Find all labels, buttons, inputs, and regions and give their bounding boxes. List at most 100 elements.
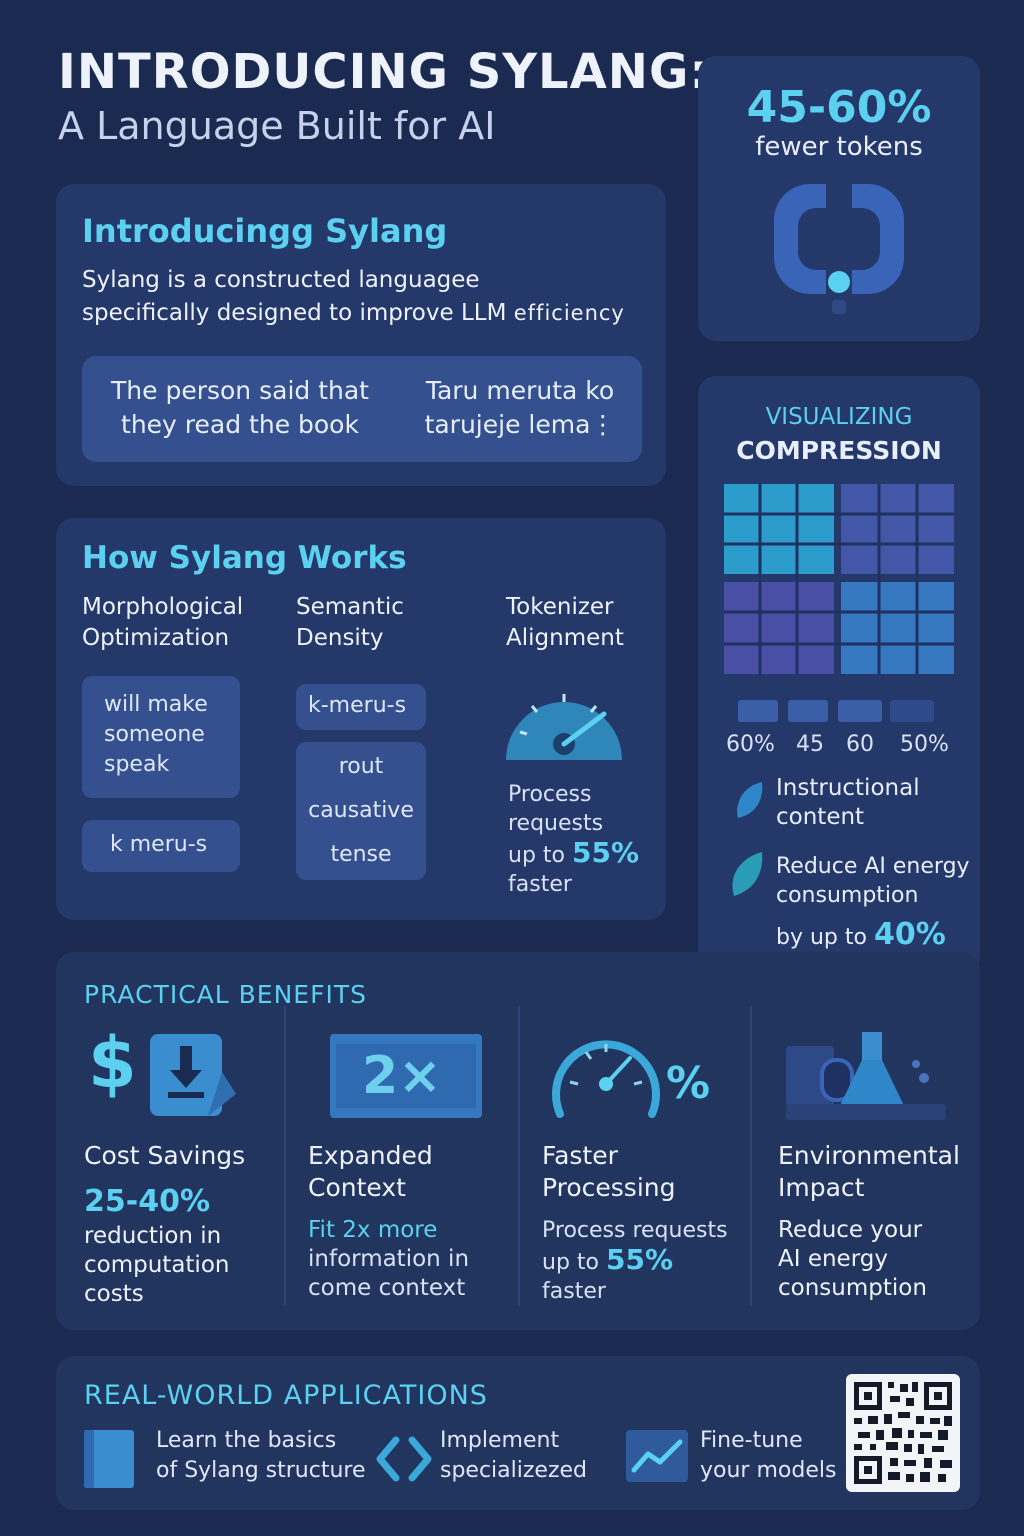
morphological-example-chip: will make someone speak	[82, 676, 240, 798]
compression-grid-graphic	[724, 484, 954, 674]
morphological-title: Morphological Optimization	[82, 592, 243, 654]
environment-title-line2: Impact	[778, 1173, 865, 1202]
percent-icon: %	[666, 1058, 711, 1109]
cost-value: 25-40%	[84, 1184, 211, 1219]
faster-title-line2: Processing	[542, 1173, 676, 1202]
leaf-icon	[737, 782, 763, 818]
application-fine-tune: Fine-tune your models	[700, 1426, 836, 1486]
compression-pct-2: 45	[796, 732, 824, 757]
intro-description: Sylang is a constructed languagee specif…	[82, 264, 652, 330]
context-desc-line1: Fit 2x more	[308, 1217, 438, 1243]
benefit-faster: % Faster Processing Process requests up …	[520, 952, 752, 1330]
tokenizer-description: Process requests up to 55% faster	[508, 780, 639, 899]
token-reduction-label: fewer tokens	[755, 132, 923, 162]
intro-desc-word: efficiency	[513, 301, 625, 325]
tokenizer-desc-line4: faster	[508, 872, 572, 897]
how-it-works-panel: How Sylang Works Morphological Optimizat…	[56, 518, 666, 920]
faster-desc-line1: Process requests	[542, 1218, 728, 1243]
benefit-cost: $ Cost Savings 25-40% reduction in compu…	[56, 952, 286, 1330]
token-reduction-panel: 45-60% fewer tokens	[698, 56, 980, 341]
compression-bracket-icon	[774, 182, 904, 314]
energy-line2: consumption	[776, 883, 919, 908]
morphological-title-line2: Optimization	[82, 625, 230, 651]
morph-chip-line2: someone	[104, 722, 205, 747]
faster-desc-line3: faster	[542, 1279, 606, 1304]
instructional-line2: content	[776, 804, 865, 830]
how-heading: How Sylang Works	[82, 540, 407, 576]
faster-desc-upto: up to	[542, 1250, 599, 1275]
compression-heading-2: COMPRESSION	[736, 436, 942, 465]
example-sylang-line2: tarujeje lema⋮	[424, 410, 616, 439]
page-title: INTRODUCING SYLANG:	[58, 44, 710, 100]
benefits-panel: PRACTICAL BENEFITS $ Cost Savings 25-40%…	[56, 952, 980, 1330]
page-subtitle: A Language Built for AI	[58, 104, 496, 148]
tokenizer-alignment-title: Tokenizer Alignment	[506, 592, 624, 654]
context-title-line1: Expanded	[308, 1141, 433, 1170]
learn-line2: of Sylang structure	[156, 1458, 366, 1483]
semantic-item-causative: causative	[308, 798, 414, 823]
trend-chart-icon	[626, 1430, 688, 1482]
morph-chip-line1: will make	[104, 692, 208, 717]
qr-code[interactable]	[846, 1374, 960, 1492]
morph-chip-line3: speak	[104, 752, 170, 777]
semantic-components: rout causative tense	[296, 742, 426, 880]
cost-desc-line2: computation	[84, 1252, 230, 1278]
expand-icon-text: 2×	[362, 1046, 442, 1106]
flask-icon	[786, 1032, 946, 1120]
divider	[518, 1006, 520, 1306]
speedometer-icon	[506, 694, 622, 760]
example-english-line2: they read the book	[121, 410, 359, 439]
compression-pct-3: 60	[846, 732, 874, 757]
morphological-title-line1: Morphological	[82, 594, 244, 620]
environment-desc-line2: AI energy	[778, 1246, 888, 1272]
context-description: Fit 2x more information in come context	[308, 1216, 469, 1303]
tokenizer-desc-line2: requests	[508, 811, 604, 836]
tokenizer-desc-upto: up to	[508, 843, 565, 868]
finetune-line1: Fine-tune	[700, 1428, 803, 1453]
example-sylang: Taru meruta ko tarujeje lema⋮	[398, 374, 642, 442]
intro-desc-line2-text: specifically designed to improve LLM	[82, 300, 507, 326]
speedometer-icon	[552, 1040, 660, 1118]
environment-desc-line1: Reduce your	[778, 1217, 923, 1243]
tokenizer-desc-line1: Process	[508, 782, 592, 807]
cost-desc-line1: reduction in	[84, 1223, 222, 1249]
leaf-icon	[732, 852, 763, 896]
faster-title-line1: Faster	[542, 1141, 618, 1170]
instructional-line1: Instructional	[776, 775, 920, 801]
context-desc-line3: come context	[308, 1275, 466, 1301]
faster-title: Faster Processing	[542, 1140, 676, 1204]
compression-pct-4: 50%	[900, 732, 949, 757]
semantic-title-line1: Semantic	[296, 594, 404, 620]
intro-desc-line2: specifically designed to improve LLM eff…	[82, 297, 652, 330]
benefits-heading: PRACTICAL BENEFITS	[84, 980, 367, 1009]
tokenizer-desc-line3: up to 55%	[508, 838, 639, 870]
instructional-content: Instructional content	[776, 774, 920, 832]
compression-panel: VISUALIZING COMPRESSION 60% 45 60 50% In…	[698, 376, 980, 974]
divider	[284, 1006, 286, 1306]
book-icon	[84, 1430, 134, 1488]
application-learn: Learn the basics of Sylang structure	[156, 1426, 366, 1486]
environment-desc-line3: consumption	[778, 1275, 927, 1301]
semantic-item-tense: tense	[330, 842, 392, 867]
semantic-chip: k-meru-s	[296, 684, 426, 730]
tokenizer-title-line2: Alignment	[506, 625, 624, 651]
tokenizer-title-line1: Tokenizer	[506, 594, 614, 620]
implement-line1: Implement	[440, 1428, 560, 1453]
tokenizer-speed-value: 55%	[572, 836, 640, 869]
intro-heading: Introducingg Sylang	[82, 212, 448, 250]
applications-panel: REAL-WORLD APPLICATIONS Learn the basics…	[56, 1356, 980, 1510]
divider	[750, 1006, 752, 1306]
intro-desc-line1: Sylang is a constructed languagee	[82, 267, 480, 293]
context-desc-line2: information in	[308, 1246, 470, 1272]
token-reduction-value: 45-60%	[746, 82, 932, 133]
semantic-density-title: Semantic Density	[296, 592, 404, 654]
faster-desc-line2: up to 55%	[542, 1245, 728, 1277]
environment-description: Reduce your AI energy consumption	[778, 1216, 927, 1303]
semantic-item-root: rout	[338, 754, 384, 779]
finetune-line2: your models	[700, 1458, 837, 1483]
environment-title: Environmental Impact	[778, 1140, 960, 1204]
benefit-environment: Environmental Impact Reduce your AI ener…	[752, 952, 980, 1330]
energy-reduction: Reduce AI energy consumption by up to 40…	[776, 852, 970, 952]
faster-description: Process requests up to 55% faster	[542, 1216, 728, 1306]
example-english-line1: The person said that	[111, 376, 369, 405]
